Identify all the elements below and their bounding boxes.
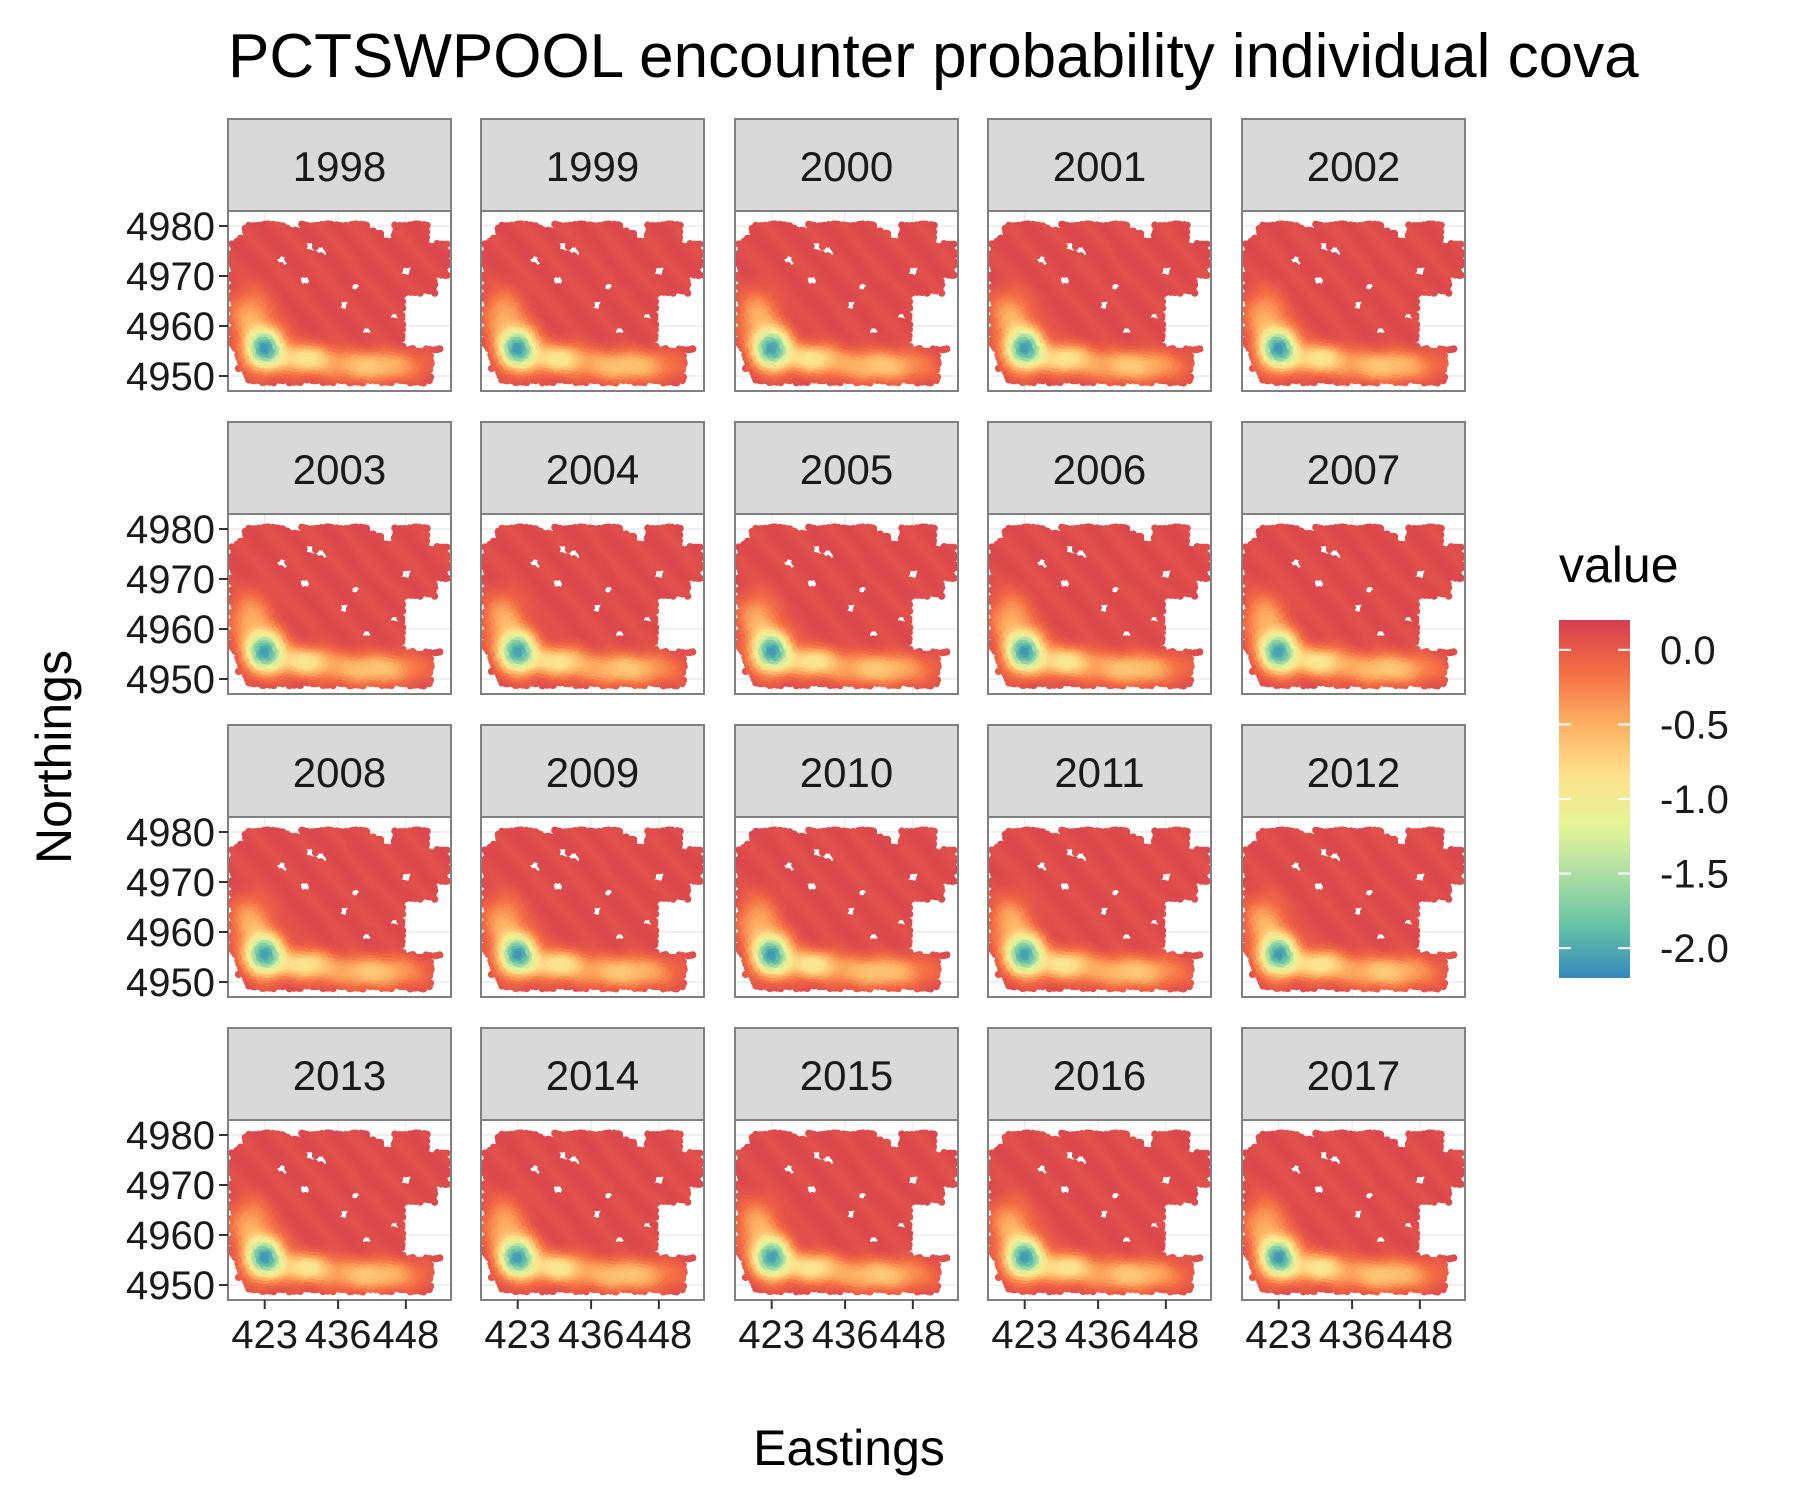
data-point xyxy=(417,290,424,297)
data-point xyxy=(443,248,450,255)
data-point xyxy=(444,272,451,279)
data-point xyxy=(443,241,450,248)
data-point xyxy=(312,243,319,250)
data-point xyxy=(363,222,370,229)
data-point xyxy=(424,222,431,229)
data-point xyxy=(431,290,438,297)
facet-label: 1998 xyxy=(293,143,386,190)
data-point xyxy=(377,230,384,237)
chart-title: PCTSWPOOL encounter probability individu… xyxy=(228,22,1639,91)
